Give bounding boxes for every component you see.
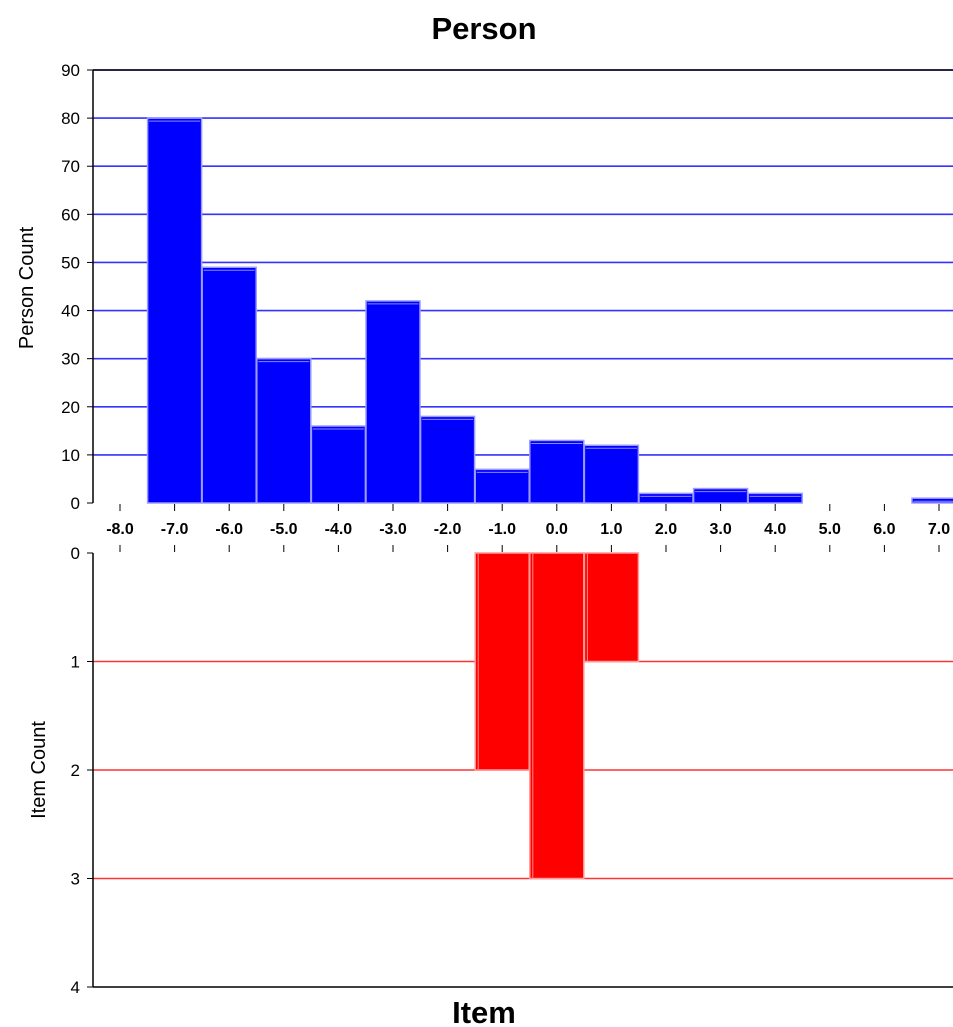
item-bar: 1.0: 1 bbox=[584, 553, 638, 662]
person-bar: -2.0: 18 bbox=[421, 416, 475, 503]
person-y-tick-label: 40 bbox=[61, 302, 80, 321]
item-y-tick-label: 3 bbox=[71, 870, 80, 889]
person-bar: -4.0: 16 bbox=[311, 426, 365, 503]
x-tick-label: -7.0 bbox=[161, 521, 189, 538]
x-tick-label: -5.0 bbox=[270, 521, 298, 538]
item-y-tick-label: 2 bbox=[71, 761, 80, 780]
x-tick-label: 5.0 bbox=[819, 521, 841, 538]
x-tick-label: 1.0 bbox=[600, 521, 622, 538]
person-y-tick-label: 50 bbox=[61, 253, 80, 272]
x-tick-label: -3.0 bbox=[379, 521, 407, 538]
person-bar: 7.0: 1 bbox=[912, 498, 953, 503]
x-tick-label: -8.0 bbox=[106, 521, 134, 538]
person-y-tick-label: 90 bbox=[61, 61, 80, 80]
person-bar: -7.0: 80 bbox=[148, 118, 202, 503]
x-tick-label: 6.0 bbox=[873, 521, 895, 538]
person-y-axis-title: Person Count bbox=[16, 226, 38, 349]
person-bar: -1.0: 7 bbox=[475, 469, 529, 503]
person-y-tick-label: 20 bbox=[61, 398, 80, 417]
person-y-tick-label: 0 bbox=[71, 494, 80, 513]
x-tick-label: -1.0 bbox=[488, 521, 516, 538]
item-chart-title: Item bbox=[452, 995, 516, 1027]
x-tick-label: 0.0 bbox=[546, 521, 568, 538]
person-chart-title: Person bbox=[431, 11, 536, 46]
person-bar: 3.0: 3 bbox=[694, 489, 748, 503]
item-bar: 0.0: 3 bbox=[530, 553, 584, 879]
item-y-tick-label: 0 bbox=[71, 544, 80, 563]
item-y-tick-label: 4 bbox=[71, 978, 80, 997]
person-bar: 1.0: 12 bbox=[584, 445, 638, 503]
person-y-tick-label: 60 bbox=[61, 205, 80, 224]
item-y-axis-title: Item Count bbox=[28, 721, 50, 819]
person-bar: -5.0: 30 bbox=[257, 359, 311, 503]
person-bar: -3.0: 42 bbox=[366, 301, 420, 503]
person-y-tick-label: 80 bbox=[61, 109, 80, 128]
x-tick-label: -6.0 bbox=[215, 521, 243, 538]
x-tick-label: 2.0 bbox=[655, 521, 677, 538]
x-tick-label: 7.0 bbox=[928, 521, 950, 538]
x-tick-label: 4.0 bbox=[764, 521, 786, 538]
x-tick-label: -2.0 bbox=[434, 521, 462, 538]
person-y-tick-label: 10 bbox=[61, 446, 80, 465]
person-y-tick-label: 70 bbox=[61, 157, 80, 176]
x-tick-label: 3.0 bbox=[709, 521, 731, 538]
person-bar: -6.0: 49 bbox=[202, 267, 256, 503]
item-y-tick-label: 1 bbox=[71, 653, 80, 672]
person-bar: 4.0: 2 bbox=[748, 493, 802, 503]
person-y-tick-label: 30 bbox=[61, 350, 80, 369]
item-bar: -1.0: 2 bbox=[475, 553, 529, 770]
person-bar: 0.0: 13 bbox=[530, 440, 584, 503]
x-tick-label: -4.0 bbox=[325, 521, 353, 538]
person-bar: 2.0: 2 bbox=[639, 493, 693, 503]
